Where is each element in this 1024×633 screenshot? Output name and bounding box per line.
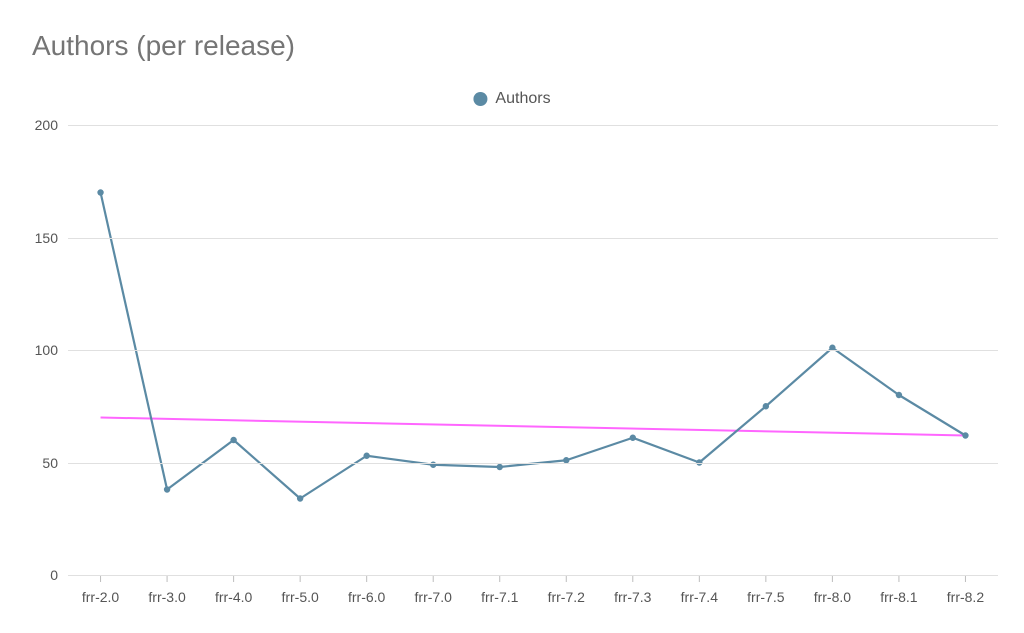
x-tick-label: frr-3.0: [148, 589, 185, 605]
x-tick-label: frr-7.5: [747, 589, 784, 605]
data-point: [164, 486, 170, 492]
data-point: [497, 464, 503, 470]
x-tick-label: frr-7.4: [681, 589, 718, 605]
data-point: [97, 189, 103, 195]
y-tick-label: 150: [35, 230, 58, 246]
data-point: [297, 495, 303, 501]
y-tick-label: 0: [50, 567, 58, 583]
data-point: [363, 453, 369, 459]
chart-container: Authors (per release) Authors 0501001502…: [0, 0, 1024, 633]
y-tick-label: 200: [35, 117, 58, 133]
y-tick-label: 100: [35, 342, 58, 358]
legend: Authors: [473, 90, 550, 108]
x-axis: frr-2.0 frr-3.0 frr-4.0 frr-5.0 frr-6.0 frr-7…: [68, 575, 998, 615]
x-tick-label: frr-7.1: [481, 589, 518, 605]
gridline: [68, 125, 998, 126]
legend-label: Authors: [495, 90, 550, 108]
x-tick-label: frr-7.3: [614, 589, 651, 605]
x-tick-label: frr-8.0: [814, 589, 851, 605]
x-tick-label: frr-8.1: [880, 589, 917, 605]
data-point: [962, 432, 968, 438]
x-tick-label: frr-5.0: [281, 589, 318, 605]
data-point: [763, 403, 769, 409]
data-point: [630, 435, 636, 441]
plot-area: 050100150200: [68, 125, 998, 575]
gridline: [68, 350, 998, 351]
x-tick-label: frr-7.0: [415, 589, 452, 605]
chart-title: Authors (per release): [32, 30, 295, 62]
gridline: [68, 238, 998, 239]
data-point: [230, 437, 236, 443]
gridline: [68, 463, 998, 464]
x-tick-label: frr-4.0: [215, 589, 252, 605]
y-tick-label: 50: [42, 455, 58, 471]
x-tick-label: frr-8.2: [947, 589, 984, 605]
trendline: [101, 418, 966, 436]
x-tick-label: frr-2.0: [82, 589, 119, 605]
x-tick-label: frr-7.2: [548, 589, 585, 605]
data-point: [896, 392, 902, 398]
x-tick-label: frr-6.0: [348, 589, 385, 605]
legend-marker-icon: [473, 92, 487, 106]
